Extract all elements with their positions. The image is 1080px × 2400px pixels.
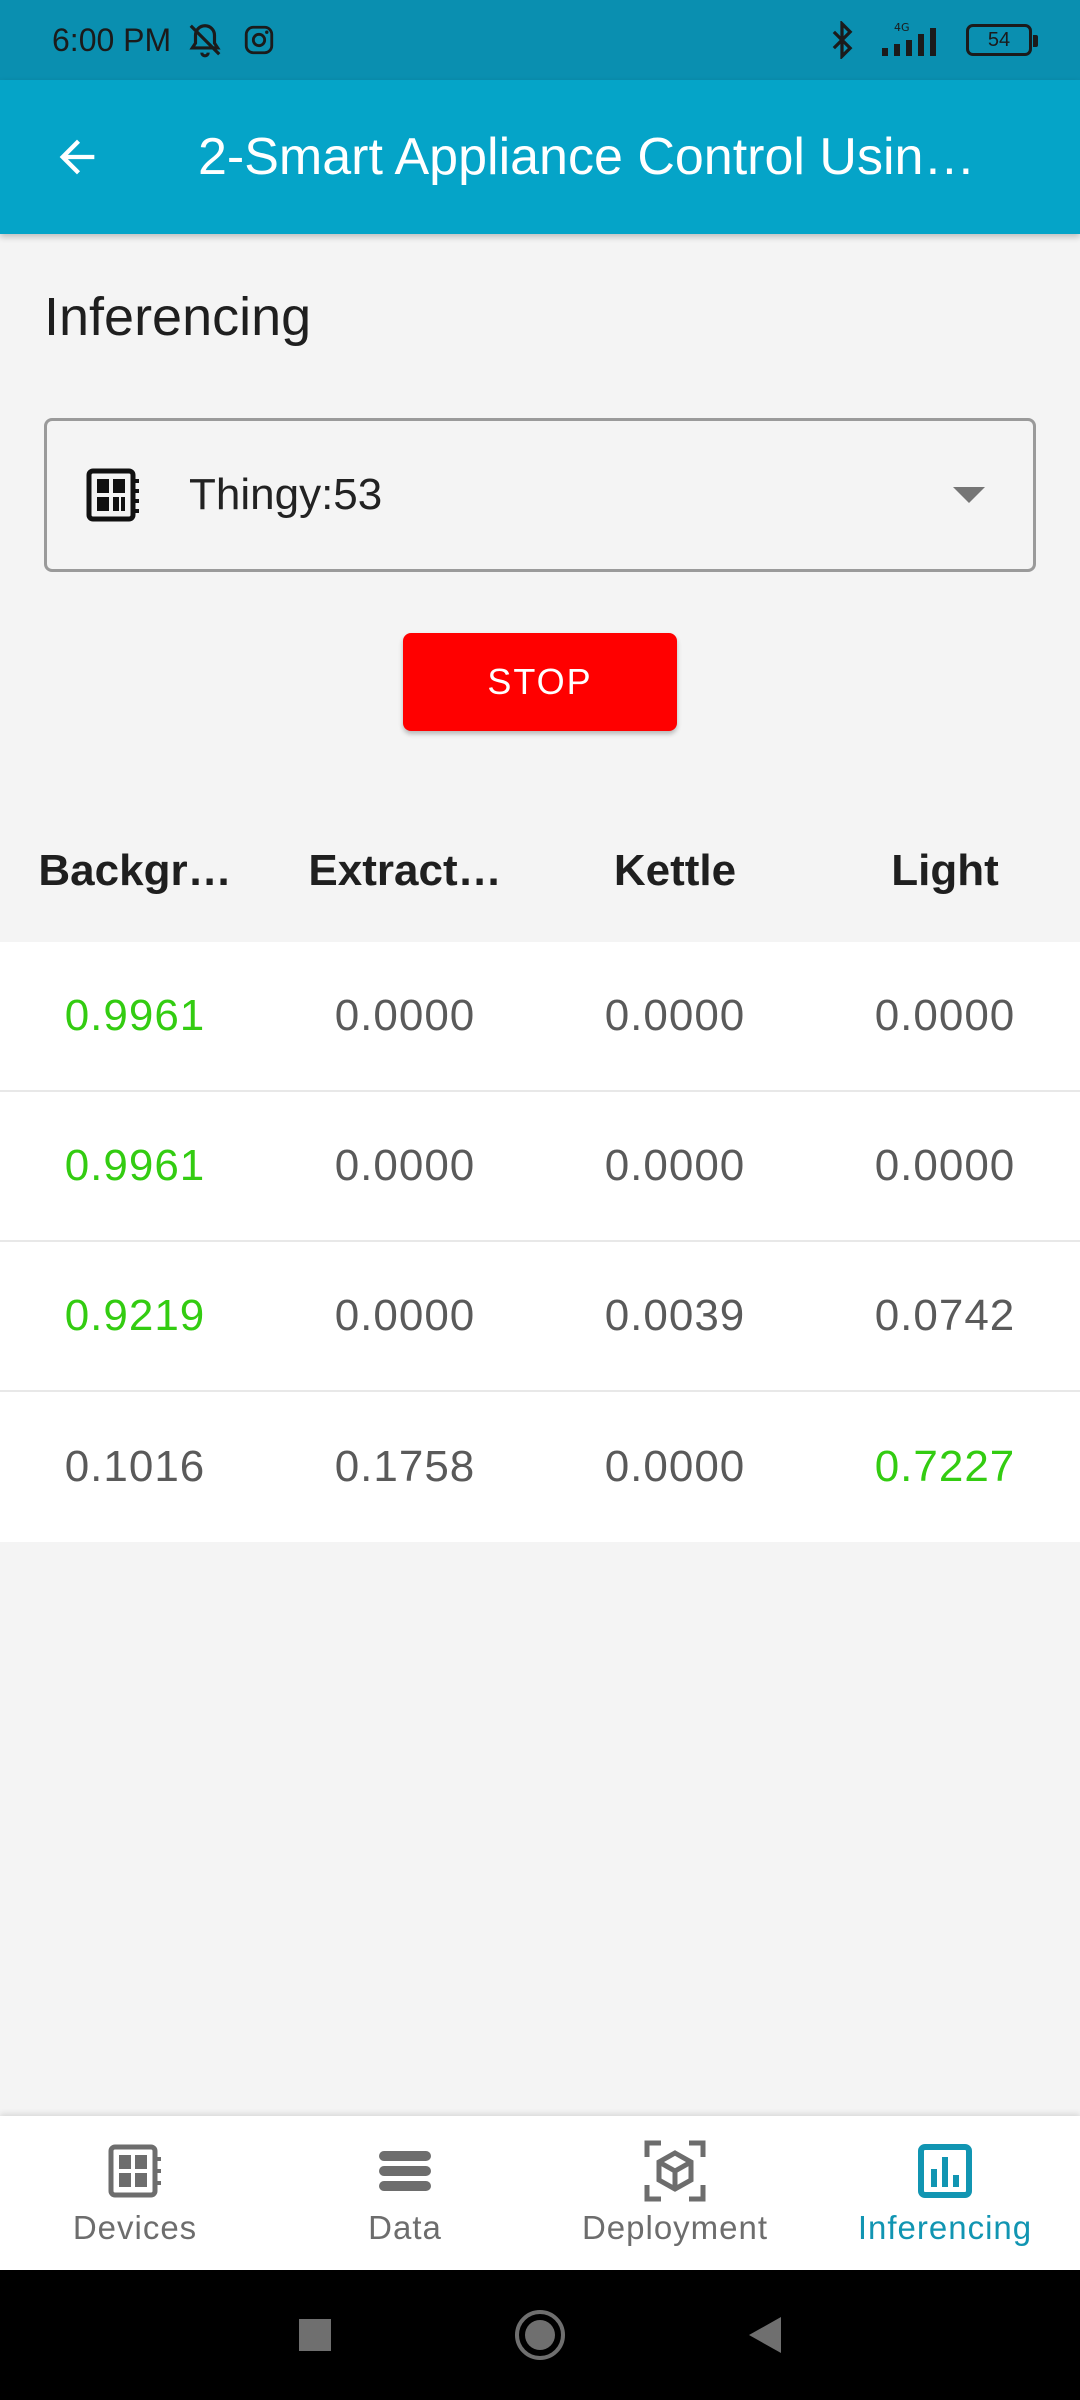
table-cell: 0.0000 xyxy=(604,1442,746,1491)
devices-icon xyxy=(103,2139,167,2203)
table-cell: 0.0000 xyxy=(334,991,476,1040)
nav-label: Devices xyxy=(72,2209,198,2246)
system-nav xyxy=(0,2270,1080,2400)
nav-label: Data xyxy=(368,2209,442,2246)
nav-item-data[interactable]: Data xyxy=(270,2116,540,2270)
nav-item-devices[interactable]: Devices xyxy=(0,2116,270,2270)
column-header: Light xyxy=(891,846,999,895)
nav-label: Deployment xyxy=(581,2209,769,2246)
signal-4g-icon: 4G xyxy=(876,20,952,60)
nav-item-deployment[interactable]: Deployment xyxy=(540,2116,810,2270)
column-header: Backgr… xyxy=(38,846,232,895)
device-select[interactable]: Thingy:53 xyxy=(44,418,1036,572)
bluetooth-icon xyxy=(822,20,862,60)
table-cell: 0.9961 xyxy=(64,1141,206,1190)
status-left: 6:00 PM xyxy=(52,20,279,60)
table-cell: 0.0000 xyxy=(874,1141,1016,1190)
status-right: 4G 54 xyxy=(822,20,1038,60)
page-title: Inferencing xyxy=(44,287,312,347)
app-bar: 2-Smart Appliance Control Usin… xyxy=(0,80,1080,234)
table-cell: 0.0000 xyxy=(874,991,1016,1040)
table-cell: 0.9961 xyxy=(64,991,206,1040)
app-title: 2-Smart Appliance Control Usin… xyxy=(198,128,976,186)
device-select-value: Thingy:53 xyxy=(189,470,383,519)
bottom-nav: Devices Data Deployment Inferencing xyxy=(0,2116,1080,2270)
table-cell: 0.0000 xyxy=(604,1141,746,1190)
table-cell: 0.1016 xyxy=(64,1442,206,1491)
deployment-cube-icon xyxy=(643,2139,707,2203)
svg-text:4G: 4G xyxy=(894,21,910,34)
table-cell: 0.0039 xyxy=(604,1291,746,1340)
table-cell: 0.0000 xyxy=(334,1291,476,1340)
battery-indicator: 54 xyxy=(966,24,1038,56)
table-cell: 0.0742 xyxy=(874,1291,1016,1340)
stop-button[interactable]: STOP xyxy=(403,633,677,731)
results-table: Backgr… Extract… Kettle Light 0.9961 0.00… xyxy=(0,800,1080,1542)
instagram-icon xyxy=(239,20,279,60)
table-row: 0.9219 0.0000 0.0039 0.0742 xyxy=(0,1242,1080,1392)
chevron-down-icon xyxy=(953,487,985,503)
table-cell: 0.7227 xyxy=(874,1442,1016,1491)
table-header: Backgr… Extract… Kettle Light xyxy=(0,800,1080,942)
back-triangle-icon[interactable] xyxy=(747,2315,783,2355)
recents-square-icon[interactable] xyxy=(297,2317,333,2353)
column-header: Kettle xyxy=(613,846,737,895)
table-row: 0.9961 0.0000 0.0000 0.0000 xyxy=(0,942,1080,1092)
inferencing-chart-icon xyxy=(913,2139,977,2203)
status-time: 6:00 PM xyxy=(52,21,172,58)
home-circle-icon[interactable] xyxy=(513,2308,567,2362)
back-button[interactable] xyxy=(0,80,154,234)
board-chip-icon xyxy=(86,468,139,522)
table-row: 0.9961 0.0000 0.0000 0.0000 xyxy=(0,1092,1080,1242)
battery-level: 54 xyxy=(987,28,1011,51)
table-row: 0.1016 0.1758 0.0000 0.7227 xyxy=(0,1392,1080,1542)
nav-label: Inferencing xyxy=(857,2209,1033,2246)
arrow-back-icon xyxy=(59,139,95,175)
column-header: Extract… xyxy=(308,846,502,895)
nav-item-inferencing[interactable]: Inferencing xyxy=(810,2116,1080,2270)
muted-bell-icon xyxy=(185,20,225,60)
table-cell: 0.0000 xyxy=(334,1141,476,1190)
status-bar: 6:00 PM 4G 54 xyxy=(0,0,1080,80)
table-cell: 0.0000 xyxy=(604,991,746,1040)
table-cell: 0.9219 xyxy=(64,1291,206,1340)
table-cell: 0.1758 xyxy=(334,1442,476,1491)
data-stack-icon xyxy=(373,2139,437,2203)
